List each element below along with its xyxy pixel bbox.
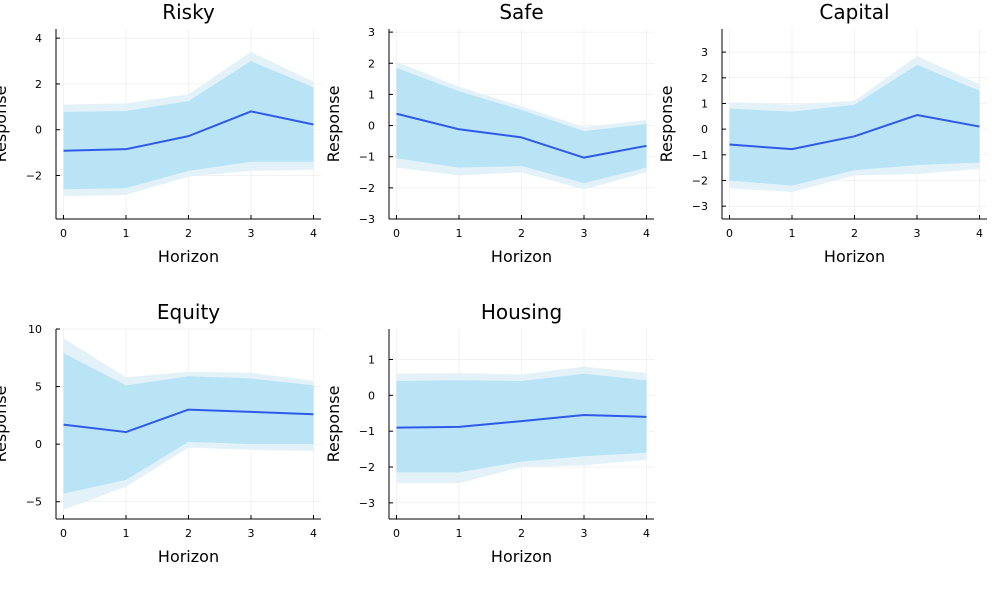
panel-title: Equity xyxy=(157,300,220,324)
y-tick-label: 1 xyxy=(368,353,375,366)
x-tick-label: 1 xyxy=(456,227,463,240)
x-axis-label: Horizon xyxy=(824,247,885,266)
y-tick-label: 0 xyxy=(35,438,42,451)
panel-title: Housing xyxy=(481,300,562,324)
x-tick-label: 4 xyxy=(310,227,317,240)
y-axis-label: Response xyxy=(324,386,343,463)
panel-title: Safe xyxy=(499,0,543,24)
x-tick-label: 3 xyxy=(581,227,588,240)
panel-title: Risky xyxy=(162,0,215,24)
panel-equity: 0 1 2 3 4 −5 0 5 10 Equity Horizon Response xyxy=(0,300,321,566)
x-tick-label: 0 xyxy=(60,227,67,240)
y-tick-label: −1 xyxy=(359,425,375,438)
x-tick-label: 2 xyxy=(518,227,525,240)
x-tick-label: 3 xyxy=(914,227,921,240)
y-tick-label: 3 xyxy=(701,46,708,59)
x-axis-label: Horizon xyxy=(158,547,219,566)
y-tick-label: 2 xyxy=(368,57,375,70)
y-tick-label: 0 xyxy=(701,123,708,136)
y-tick-label: −5 xyxy=(26,496,42,509)
x-axis-label: Horizon xyxy=(491,547,552,566)
x-tick-label: 1 xyxy=(123,527,130,540)
x-tick-label: 3 xyxy=(248,227,255,240)
y-tick-label: −2 xyxy=(26,170,42,183)
y-axis-label: Response xyxy=(324,86,343,163)
y-tick-label: −1 xyxy=(692,149,708,162)
y-tick-label: 4 xyxy=(35,32,42,45)
y-tick-label: −3 xyxy=(359,213,375,226)
x-tick-label: 0 xyxy=(60,527,67,540)
y-tick-label: 2 xyxy=(35,78,42,91)
y-tick-label: 0 xyxy=(368,120,375,133)
x-tick-label: 4 xyxy=(643,527,650,540)
confidence-band-inner xyxy=(396,67,647,184)
x-tick-label: 0 xyxy=(393,227,400,240)
x-tick-label: 1 xyxy=(789,227,796,240)
panel-risky: 0 1 2 3 4 −2 0 2 4 Risky Horizon Response xyxy=(0,0,321,266)
y-axis-label: Response xyxy=(657,86,676,163)
x-axis-label: Horizon xyxy=(158,247,219,266)
y-tick-label: −2 xyxy=(359,182,375,195)
x-tick-label: 3 xyxy=(248,527,255,540)
y-tick-label: 2 xyxy=(701,72,708,85)
x-tick-label: 3 xyxy=(581,527,588,540)
y-tick-label: −1 xyxy=(359,151,375,164)
x-tick-label: 0 xyxy=(726,227,733,240)
response-line xyxy=(63,408,314,434)
x-tick-label: 2 xyxy=(185,527,192,540)
x-axis-label: Horizon xyxy=(491,247,552,266)
response-line xyxy=(396,112,647,159)
response-line xyxy=(63,110,314,152)
x-tick-label: 4 xyxy=(976,227,983,240)
response-line xyxy=(729,114,980,151)
confidence-band-inner xyxy=(63,353,314,494)
y-axis-label: Response xyxy=(0,386,10,463)
response-line xyxy=(396,414,647,429)
y-tick-label: −2 xyxy=(359,461,375,474)
x-tick-label: 2 xyxy=(518,527,525,540)
y-axis-label: Response xyxy=(0,86,10,163)
x-tick-label: 1 xyxy=(123,227,130,240)
y-tick-label: 0 xyxy=(368,389,375,402)
confidence-band-inner xyxy=(396,373,647,473)
y-tick-label: 1 xyxy=(368,88,375,101)
y-tick-label: 10 xyxy=(28,323,42,336)
confidence-band-inner xyxy=(729,64,980,186)
y-tick-label: −2 xyxy=(692,174,708,187)
x-tick-label: 2 xyxy=(185,227,192,240)
y-tick-label: −3 xyxy=(692,200,708,213)
x-tick-label: 4 xyxy=(310,527,317,540)
x-tick-label: 4 xyxy=(643,227,650,240)
x-tick-label: 1 xyxy=(456,527,463,540)
x-tick-label: 2 xyxy=(851,227,858,240)
y-tick-label: 3 xyxy=(368,26,375,39)
x-tick-label: 0 xyxy=(393,527,400,540)
y-tick-label: 0 xyxy=(35,124,42,137)
confidence-band-inner xyxy=(63,61,314,190)
panel-housing: 0 1 2 3 4 −3 −2 −1 0 1 Housing Horizon Response xyxy=(324,300,654,566)
y-tick-label: 1 xyxy=(701,97,708,110)
panel-title: Capital xyxy=(819,0,889,24)
panel-capital: 0 1 2 3 4 −3 −2 −1 0 1 2 3 Capital Horizon Response xyxy=(657,0,987,266)
y-tick-label: −3 xyxy=(359,497,375,510)
panel-safe: 0 1 2 3 4 −3 −2 −1 0 1 2 3 Safe Horizon Response xyxy=(324,0,654,266)
y-tick-label: 5 xyxy=(35,381,42,394)
